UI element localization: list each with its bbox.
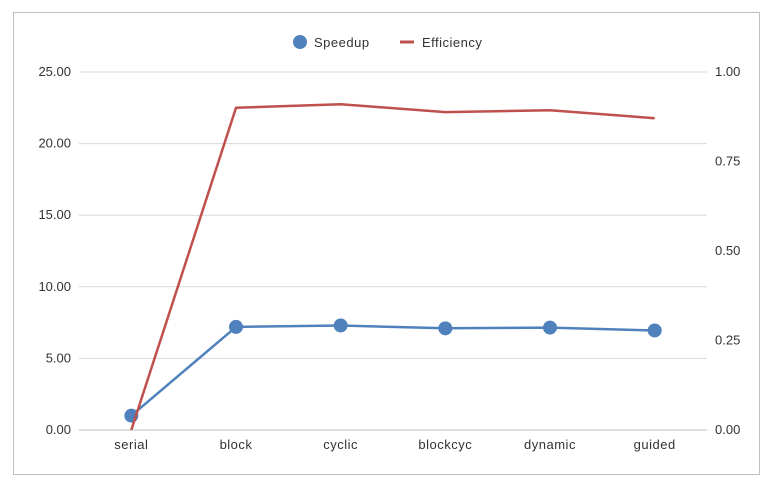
x-tick-label: guided: [634, 437, 676, 452]
y-right-tick-label: 0.25: [715, 333, 740, 348]
x-tick-label: serial: [114, 437, 148, 452]
data-point-speedup: [647, 323, 662, 338]
legend-marker-speedup: [293, 35, 307, 49]
x-tick-label: block: [220, 437, 253, 452]
y-left-tick-label: 20.00: [38, 136, 71, 151]
left-axis: 0.00 5.00 10.00 15.00 20.00 25.00: [38, 64, 71, 437]
data-point-speedup: [543, 320, 557, 335]
chart-area: [13, 12, 760, 475]
y-right-tick-label: 0.50: [715, 243, 740, 258]
data-point-speedup: [438, 321, 453, 336]
gridlines: [79, 71, 707, 431]
y-right-tick-label: 0.00: [715, 422, 740, 437]
y-left-tick-label: 5.00: [46, 350, 71, 365]
y-left-tick-label: 25.00: [38, 64, 71, 79]
legend: Speedup Efficiency: [293, 35, 482, 50]
x-tick-label: blockcyc: [418, 437, 472, 452]
y-right-tick-label: 1.00: [715, 64, 740, 79]
x-axis: serial block cyclic blockcyc dynamic guided: [114, 437, 675, 452]
x-tick-label: cyclic: [323, 437, 358, 452]
data-point-speedup: [333, 318, 348, 333]
legend-label-speedup: Speedup: [314, 35, 370, 50]
y-right-tick-label: 0.75: [715, 154, 740, 169]
right-axis: 0.00 0.25 0.50 0.75 1.00: [715, 64, 740, 437]
series-line-efficiency: [130, 102, 655, 431]
y-left-tick-label: 0.00: [46, 422, 71, 437]
series-line-speedup: [130, 324, 655, 417]
x-tick-label: dynamic: [524, 437, 576, 452]
legend-label-efficiency: Efficiency: [422, 35, 482, 50]
data-point-speedup: [229, 319, 243, 334]
y-left-tick-label: 10.00: [38, 279, 71, 294]
y-left-tick-label: 15.00: [38, 207, 71, 222]
series-layer: [124, 102, 662, 431]
